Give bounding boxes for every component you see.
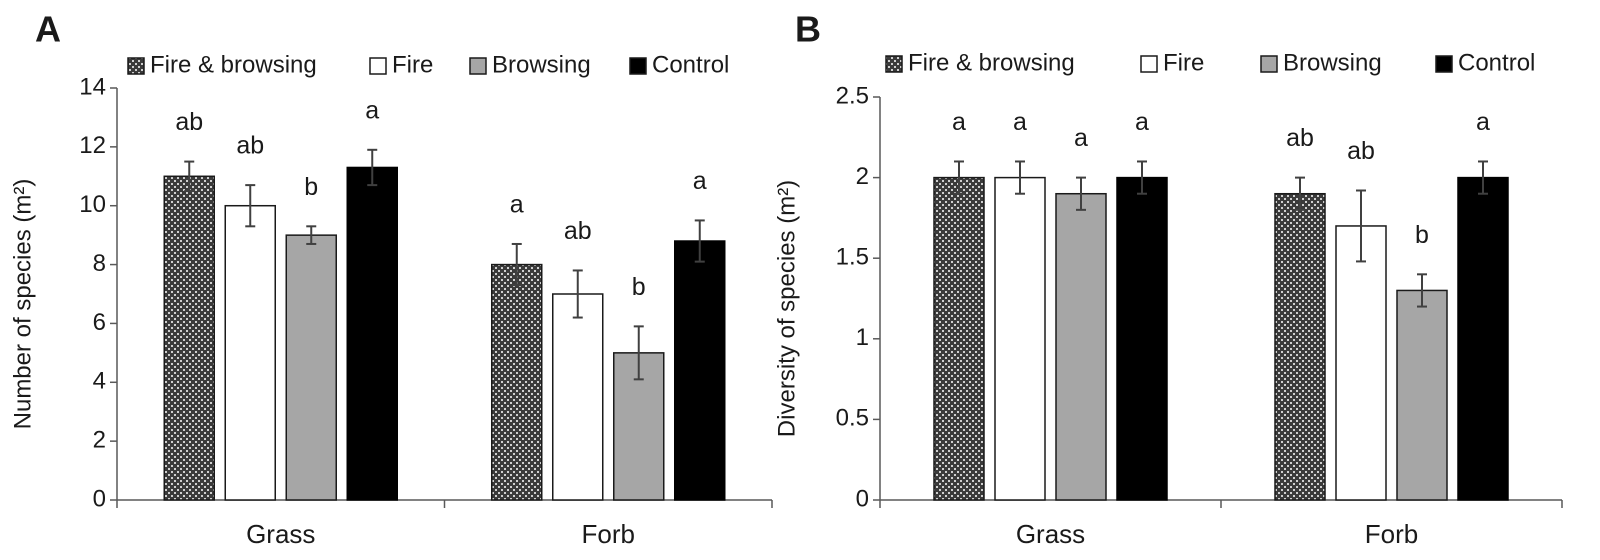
legend-label: Fire	[1163, 49, 1204, 76]
x-category-label: Grass	[1016, 519, 1085, 549]
y-tick-label: 2	[93, 426, 106, 453]
significance-label: a	[510, 191, 524, 219]
legend-label: Fire & browsing	[908, 49, 1075, 76]
legend-label: Control	[652, 51, 729, 78]
legend-swatch	[1140, 55, 1158, 73]
bar	[1396, 289, 1448, 501]
legend-swatch	[369, 57, 387, 75]
y-tick-label: 2.5	[836, 82, 869, 109]
bar	[1335, 225, 1387, 501]
legend-swatch	[127, 57, 145, 75]
bar	[552, 293, 604, 501]
significance-label: ab	[1286, 124, 1314, 152]
legend-label: Fire	[392, 51, 433, 78]
legend-label: Browsing	[1283, 49, 1382, 76]
bar	[1055, 192, 1107, 501]
y-tick-label: 0	[856, 485, 869, 512]
significance-label: ab	[564, 217, 592, 245]
significance-label: a	[952, 108, 966, 136]
chart-panel-a: A 0 2 4 6 8 10 12 14 Number of species (m²) Grass a…	[9, 9, 773, 549]
legend-label: Control	[1458, 49, 1535, 76]
y-tick-label: 1.5	[836, 244, 869, 271]
chart-panel-b: B 0 0.5 1 1.5 2 2.5 Diversity of species (m²) Gr…	[773, 9, 1563, 549]
panel-label: A	[35, 9, 61, 50]
bar	[674, 240, 726, 501]
y-tick-label: 0.5	[836, 405, 869, 432]
legend-swatch	[629, 57, 647, 75]
x-category-label: Forb	[1365, 519, 1418, 549]
bar	[1274, 192, 1326, 501]
bar	[1116, 176, 1168, 501]
panel-label: B	[795, 9, 821, 50]
legend-label: Browsing	[492, 51, 591, 78]
significance-label: b	[1415, 221, 1429, 249]
y-tick-label: 2	[856, 163, 869, 190]
y-axis-label: Diversity of species (m²)	[773, 180, 800, 437]
bar	[224, 204, 276, 501]
legend-swatch	[469, 57, 487, 75]
significance-label: ab	[236, 132, 264, 160]
legend-swatch	[1435, 55, 1453, 73]
bar	[346, 166, 398, 501]
legend-swatch	[885, 55, 903, 73]
y-tick-label: 0	[93, 485, 106, 512]
significance-label: ab	[1347, 137, 1375, 165]
y-tick-label: 4	[93, 368, 106, 395]
bar	[285, 234, 337, 501]
x-category-label: Forb	[582, 519, 635, 549]
bar	[1457, 176, 1509, 501]
y-axis-label: Number of species (m²)	[9, 179, 36, 430]
significance-label: a	[1135, 108, 1149, 136]
y-tick-label: 14	[79, 73, 106, 100]
bar	[933, 176, 985, 501]
bar	[994, 176, 1046, 501]
significance-label: ab	[175, 108, 203, 136]
significance-label: a	[1013, 108, 1027, 136]
y-tick-label: 1	[856, 324, 869, 351]
bar	[163, 175, 215, 501]
significance-label: a	[1074, 124, 1088, 152]
significance-label: b	[632, 273, 646, 301]
y-tick-label: 10	[79, 191, 106, 218]
legend-label: Fire & browsing	[150, 51, 317, 78]
bar	[491, 263, 543, 501]
x-category-label: Grass	[246, 519, 315, 549]
y-tick-label: 6	[93, 309, 106, 336]
legend-swatch	[1260, 55, 1278, 73]
significance-label: b	[304, 173, 318, 201]
y-tick-label: 8	[93, 250, 106, 277]
significance-label: a	[1476, 108, 1490, 136]
significance-label: a	[365, 96, 379, 124]
significance-label: a	[693, 167, 707, 195]
y-tick-label: 12	[79, 132, 106, 159]
